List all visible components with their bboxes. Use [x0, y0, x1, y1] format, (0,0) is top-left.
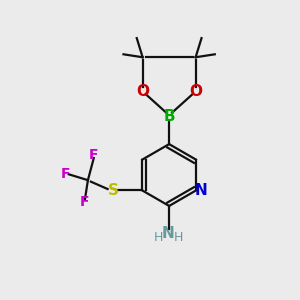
Text: F: F — [89, 148, 98, 162]
Text: H: H — [153, 231, 163, 244]
Text: F: F — [61, 167, 70, 181]
Text: O: O — [189, 84, 202, 99]
Text: H: H — [174, 231, 183, 244]
Text: O: O — [136, 84, 149, 99]
Text: S: S — [107, 183, 118, 198]
Text: B: B — [163, 109, 175, 124]
Text: N: N — [161, 226, 174, 242]
Text: N: N — [195, 183, 208, 198]
Text: F: F — [80, 195, 90, 209]
